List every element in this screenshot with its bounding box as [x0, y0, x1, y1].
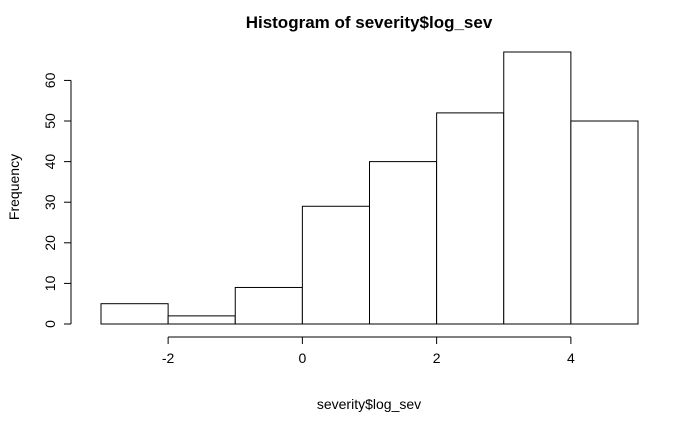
y-tick-label: 30 — [42, 194, 58, 210]
bars-group — [100, 51, 639, 325]
y-axis: 0 10 20 30 40 50 60 — [42, 72, 72, 328]
x-tick-label: -2 — [162, 350, 175, 366]
histogram-bar — [503, 51, 572, 325]
y-axis-label: Frequency — [6, 154, 22, 220]
chart-title: Histogram of severity$log_sev — [246, 13, 493, 32]
histogram-bar — [436, 112, 505, 325]
x-tick-label: 4 — [567, 350, 575, 366]
y-tick-label: 20 — [42, 235, 58, 251]
histogram-bar — [100, 303, 169, 325]
histogram-bar — [369, 161, 438, 325]
histogram-bar — [167, 315, 236, 325]
y-tick-label: 50 — [42, 113, 58, 129]
x-axis-label: severity$log_sev — [317, 396, 421, 412]
y-tick-label: 0 — [42, 320, 58, 328]
histogram-bar — [301, 205, 370, 325]
x-tick-label: 2 — [433, 350, 441, 366]
x-axis: -2 0 2 4 — [162, 336, 575, 366]
histogram-bar — [570, 120, 639, 325]
y-tick-label: 10 — [42, 275, 58, 291]
x-tick-label: 0 — [298, 350, 306, 366]
y-tick-label: 40 — [42, 154, 58, 170]
y-tick-label: 60 — [42, 72, 58, 88]
histogram-bar — [234, 286, 303, 325]
